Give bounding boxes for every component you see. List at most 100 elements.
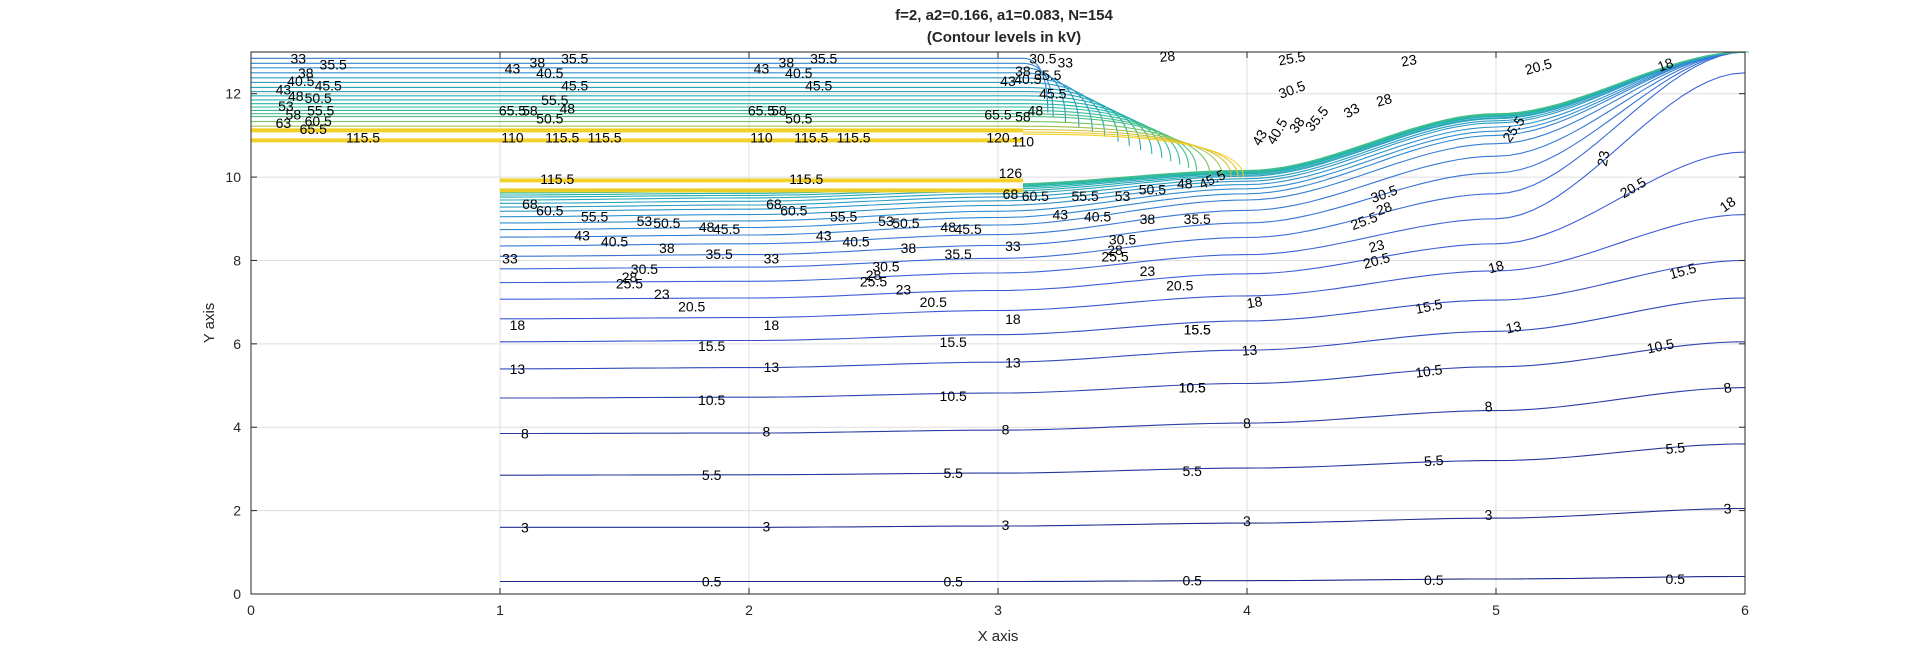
contour-label: 50.5	[785, 111, 812, 127]
x-tick-label: 3	[994, 602, 1002, 618]
contour-label: 33	[291, 50, 307, 66]
contour-label: 28	[1374, 198, 1394, 218]
electrode-core	[251, 132, 1023, 139]
contour-line	[500, 51, 1749, 204]
contour-label: 40.5	[1263, 115, 1291, 147]
contour-label: 55.5	[307, 102, 334, 118]
contour-label: 53	[278, 98, 294, 114]
contour-label: 30.5	[1029, 50, 1056, 66]
chart-subtitle: (Contour levels in kV)	[927, 29, 1081, 46]
y-tick-label: 2	[233, 503, 241, 519]
contour-line	[499, 51, 1749, 212]
contour-label: 13	[1241, 341, 1258, 358]
contour-label: 58	[522, 102, 538, 118]
contour-label: 5.5	[943, 465, 963, 481]
chart-title: f=2, a2=0.166, a1=0.083, N=154	[895, 7, 1113, 24]
contour-label: 18	[1486, 257, 1505, 277]
contour-label: 60.5	[1022, 188, 1049, 204]
contour-line	[500, 214, 1746, 320]
contour-line	[500, 51, 1749, 208]
contour-label: 55.5	[581, 209, 608, 225]
contour-label: 33	[1005, 238, 1021, 254]
contour-label: 0.5	[943, 573, 963, 589]
contour-label: 0.5	[702, 573, 722, 589]
contour-label: 68	[522, 196, 538, 212]
contour-label: 40.5	[1084, 209, 1111, 225]
contour-label: 50.5	[653, 215, 680, 231]
contour-label: 40.5	[601, 234, 628, 250]
contour-label: 30.5	[1109, 232, 1136, 248]
contour-label: 33	[502, 250, 518, 266]
contour-label: 25.5	[1348, 209, 1379, 233]
contour-label: 15.5	[1184, 321, 1211, 337]
contour-label: 110	[1012, 134, 1035, 150]
contour-label: 23	[1367, 236, 1386, 256]
contour-label: 60.5	[536, 202, 563, 218]
contour-label: 68	[1003, 186, 1019, 202]
contour-label: 115.5	[794, 129, 828, 145]
contour-line	[500, 51, 1749, 231]
contour-line	[500, 51, 1749, 224]
contour-label: 28	[1374, 90, 1393, 110]
contour-label: 35.5	[561, 50, 588, 66]
contour-label: 58	[771, 102, 787, 118]
contour-label: 53	[637, 213, 653, 229]
contour-label: 65.5	[499, 102, 526, 118]
y-tick-label: 6	[233, 336, 241, 352]
contour-label: 45.5	[954, 221, 981, 237]
contour-label: 43	[574, 227, 590, 243]
contour-label: 35.5	[705, 246, 732, 262]
x-tick-label: 2	[745, 602, 753, 618]
contour-label: 20.5	[920, 294, 947, 310]
contour-label: 25.5	[616, 275, 643, 291]
contour-label: 0.5	[1424, 572, 1444, 588]
contour-line	[251, 109, 1181, 165]
contour-label: 48	[940, 219, 956, 235]
contour-label: 50.5	[1139, 182, 1166, 198]
contour-label: 28	[622, 269, 638, 285]
contour-label: 25.5	[1277, 48, 1307, 69]
contour-line	[251, 103, 1163, 158]
contour-label: 18	[1005, 311, 1021, 327]
contour-label: 55.5	[1072, 188, 1099, 204]
contour-label: 43	[1052, 207, 1068, 223]
contour-label: 50.5	[536, 111, 563, 127]
contour-label: 15.5	[1668, 260, 1699, 283]
contour-label: 10.5	[1645, 335, 1675, 356]
contour-label: 65.5	[748, 102, 775, 118]
contour-label: 28	[1107, 242, 1123, 258]
contour-label: 35.5	[1302, 103, 1332, 134]
contour-label: 3	[763, 518, 771, 534]
contour-line	[251, 77, 1093, 133]
contour-line	[251, 81, 1106, 137]
contour-line	[500, 575, 1745, 583]
contour-label: 48	[699, 219, 715, 235]
contour-label: 18	[510, 317, 526, 333]
contour-label: 40.5	[842, 234, 869, 250]
contour-label: 3	[521, 519, 529, 535]
contour-line	[500, 51, 1749, 218]
contour-label: 43	[1000, 73, 1016, 89]
contour-label: 120	[986, 129, 1010, 145]
contour-label: 45.5	[1039, 86, 1066, 102]
contour-line	[251, 95, 1142, 151]
contour-label: 30.5	[1276, 77, 1307, 101]
contour-label: 30.5	[872, 259, 899, 275]
contour-line	[251, 72, 1080, 128]
contour-label: 115.5	[837, 129, 871, 145]
contour-line	[500, 51, 1749, 201]
contour-label: 38	[298, 65, 314, 81]
contour-label: 15.5	[1184, 321, 1211, 337]
contour-label: 58	[1015, 109, 1031, 125]
contour-label: 55.5	[830, 209, 857, 225]
contour-label: 43	[276, 82, 292, 98]
contour-label: 3	[1002, 517, 1010, 533]
contour-label: 48	[288, 88, 304, 104]
contour-label: 10.5	[1414, 361, 1443, 381]
y-tick-label: 10	[225, 169, 241, 185]
contour-label: 23	[1140, 263, 1156, 279]
contour-label: 18	[764, 317, 780, 333]
contour-label: 33	[1341, 99, 1363, 121]
contour-label: 33	[764, 250, 780, 266]
contour-line	[251, 121, 1211, 176]
